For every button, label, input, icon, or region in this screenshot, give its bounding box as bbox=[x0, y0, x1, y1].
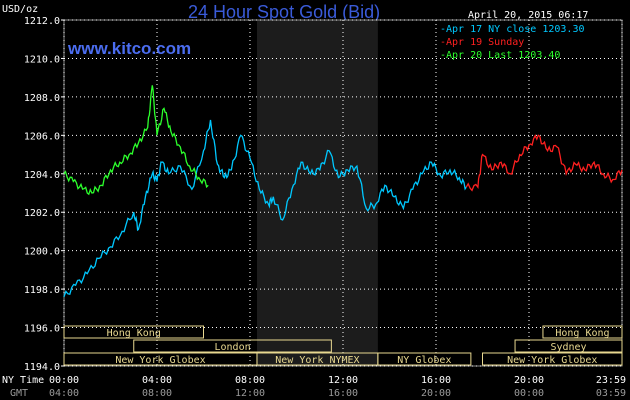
y-tick-label: 1212.0 bbox=[24, 16, 60, 27]
x-tick-label-ny: 20:00 bbox=[514, 375, 544, 386]
legend: -Apr 17 NY close 1203.30 -Apr 19 Sunday -A… bbox=[440, 24, 585, 61]
session-label: NY Globex bbox=[397, 355, 451, 366]
grid bbox=[63, 19, 623, 367]
shaded-hours-band bbox=[256, 20, 378, 366]
shaded-region bbox=[256, 20, 378, 366]
x-tick-label-ny: 23:59 bbox=[596, 375, 626, 386]
x-tick-label-ny: 12:00 bbox=[328, 375, 358, 386]
series-line bbox=[63, 85, 209, 196]
x-tick-label-ny: 04:00 bbox=[142, 375, 172, 386]
x-tick-label-gmt: 20:00 bbox=[421, 388, 451, 399]
session-box bbox=[542, 325, 623, 339]
session-label: Hong Kong bbox=[555, 328, 609, 339]
y-tick-label: 1210.0 bbox=[24, 54, 60, 65]
x-row-label-gmt: GMT bbox=[10, 388, 28, 399]
session-box bbox=[133, 339, 332, 353]
site-watermark: www.kitco.com bbox=[67, 39, 191, 58]
legend-entry: -Apr 19 Sunday bbox=[440, 37, 524, 48]
x-tick-label-ny: 08:00 bbox=[235, 375, 265, 386]
y-axis-ticks: 1212.0 1210.0 1208.0 1206.0 1204.0 1202.0 1200… bbox=[24, 16, 64, 373]
x-tick-label-gmt: 04:00 bbox=[49, 388, 79, 399]
x-axis-ticks: NY Time GMT 00:00 04:00 04:00 08:00 08:00 12:00… bbox=[2, 375, 626, 399]
trading-sessions: Hong Kong London New York Globex New York N… bbox=[63, 325, 623, 366]
y-tick-label: 1204.0 bbox=[24, 170, 60, 181]
y-tick-label: 1202.0 bbox=[24, 208, 60, 219]
session-label: New York Globex bbox=[115, 355, 205, 366]
legend-entry: -Apr 20 Last 1203.40 bbox=[440, 50, 560, 61]
series-line bbox=[63, 119, 467, 298]
y-tick-label: 1208.0 bbox=[24, 93, 60, 104]
y-tick-label: 1200.0 bbox=[24, 247, 60, 258]
series-line bbox=[465, 134, 623, 192]
x-tick-label-gmt: 08:00 bbox=[142, 388, 172, 399]
y-tick-label: 1198.0 bbox=[24, 285, 60, 296]
session-box bbox=[482, 352, 623, 366]
session-label: London bbox=[215, 342, 251, 353]
y-tick-label: 1194.0 bbox=[24, 362, 60, 373]
session-label: Sydney bbox=[550, 342, 586, 353]
session-label: New York Globex bbox=[507, 355, 597, 366]
x-tick-label-gmt: 16:00 bbox=[328, 388, 358, 399]
chart-title: 24 Hour Spot Gold (Bid) bbox=[188, 2, 380, 22]
session-label: Hong Kong bbox=[107, 328, 161, 339]
x-tick-label-gmt: 00:00 bbox=[514, 388, 544, 399]
y-tick-label: 1206.0 bbox=[24, 131, 60, 142]
session-box bbox=[63, 325, 204, 339]
y-tick-label: 1196.0 bbox=[24, 324, 60, 335]
x-tick-label-gmt: 03:59 bbox=[596, 388, 626, 399]
x-row-label-ny: NY Time bbox=[2, 375, 44, 386]
series-lines bbox=[63, 85, 623, 298]
session-box bbox=[377, 352, 472, 366]
x-tick-label-ny: 00:00 bbox=[49, 375, 79, 386]
session-label: New York NYMEX bbox=[275, 355, 359, 366]
x-tick-label-gmt: 12:00 bbox=[235, 388, 265, 399]
x-tick-label-ny: 16:00 bbox=[421, 375, 451, 386]
session-box bbox=[514, 339, 623, 353]
legend-entry: -Apr 17 NY close 1203.30 bbox=[440, 24, 585, 35]
chart-date: April 20, 2015 06:17 bbox=[468, 10, 588, 21]
unit-label: USD/oz bbox=[2, 4, 38, 15]
